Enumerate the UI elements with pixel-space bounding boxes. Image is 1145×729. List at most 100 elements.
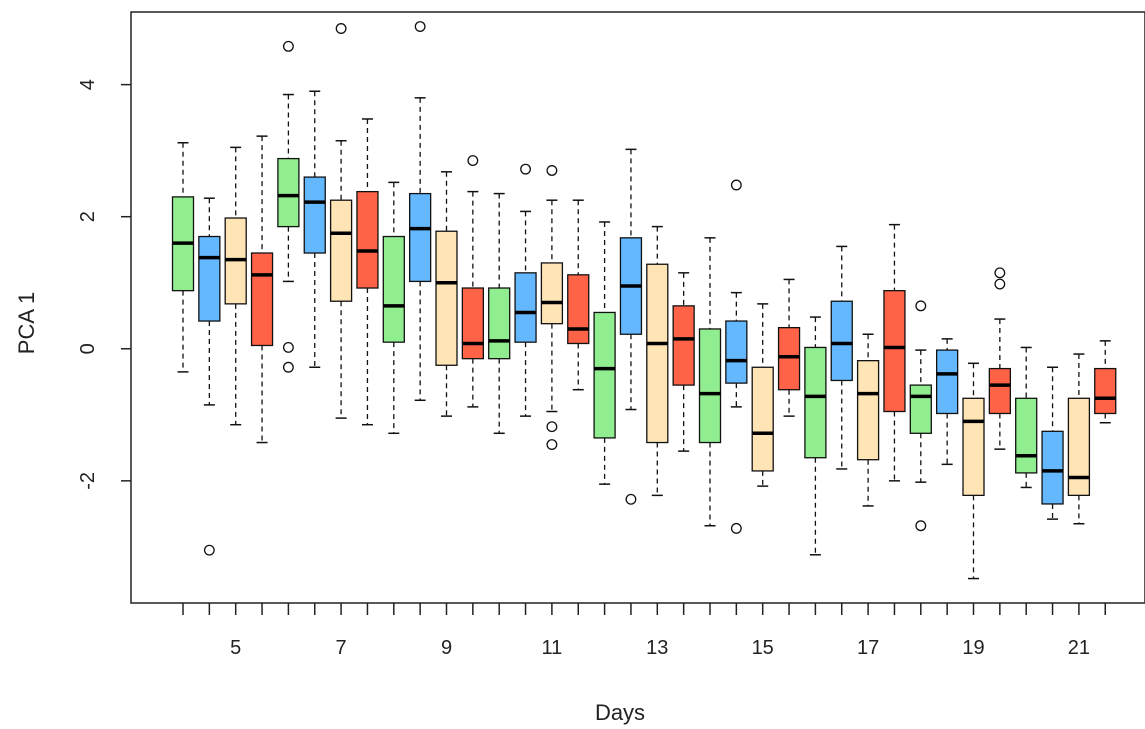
outlier-point (915, 520, 927, 532)
box-35 (1067, 353, 1091, 525)
box-27 (856, 333, 880, 507)
box-18 (619, 148, 643, 505)
y-tick-label: 4 (77, 79, 99, 90)
iqr-box (435, 230, 458, 366)
iqr-box (962, 397, 985, 497)
box-series (171, 21, 1117, 580)
iqr-box (909, 384, 932, 434)
iqr-box (883, 290, 906, 413)
iqr-box (277, 157, 300, 228)
box-11 (435, 171, 458, 417)
x-tick-label: 9 (441, 637, 452, 659)
x-tick-label: 13 (646, 637, 668, 659)
outlier-point (994, 267, 1006, 279)
box-21 (698, 237, 722, 527)
iqr-box (751, 366, 774, 472)
box-20 (672, 272, 695, 452)
box-9 (382, 181, 405, 435)
box-30 (936, 338, 959, 466)
box-8 (356, 118, 379, 426)
y-axis-label: PCA 1 (14, 292, 39, 354)
box-31 (962, 362, 985, 580)
iqr-box (329, 199, 353, 302)
box-16 (567, 199, 590, 391)
outlier-point (414, 21, 426, 32)
box-22 (725, 179, 748, 534)
box-7 (329, 23, 353, 419)
iqr-box (303, 176, 326, 254)
box-15 (540, 165, 564, 450)
box-32 (988, 267, 1011, 450)
iqr-box (988, 367, 1011, 415)
box-36 (1094, 340, 1117, 424)
iqr-box (856, 360, 880, 461)
outlier-point (520, 163, 532, 175)
x-tick-label: 17 (857, 637, 879, 659)
y-tick-label: 0 (77, 343, 99, 354)
box-34 (1041, 366, 1064, 520)
box-10 (408, 21, 432, 402)
iqr-box (830, 300, 853, 382)
iqr-box (777, 326, 801, 391)
outlier-point (335, 23, 347, 34)
box-6 (303, 90, 326, 369)
outlier-point (625, 493, 637, 505)
box-12 (461, 155, 485, 408)
iqr-box (461, 287, 485, 360)
box-26 (830, 245, 853, 470)
box-2 (198, 197, 221, 556)
box-14 (514, 163, 537, 417)
iqr-box (1015, 397, 1038, 474)
box-17 (593, 221, 616, 485)
box-24 (777, 278, 801, 417)
iqr-box (646, 263, 669, 444)
outlier-point (994, 278, 1006, 290)
outlier-point (467, 155, 479, 167)
iqr-box (936, 349, 959, 415)
x-tick-label: 7 (336, 637, 347, 659)
x-axis: 5 7 9 11 13 15 17 19 21 (182, 603, 1106, 659)
box-3 (224, 146, 247, 426)
box-1 (171, 141, 195, 373)
x-tick-label: 5 (230, 637, 241, 659)
outlier-point (915, 300, 927, 312)
box-25 (804, 316, 827, 556)
iqr-box (698, 328, 722, 444)
iqr-box (725, 320, 748, 384)
outlier-point (546, 439, 558, 450)
iqr-box (408, 192, 432, 283)
plot-frame (130, 11, 1145, 604)
outlier-point (730, 179, 742, 191)
y-tick-label: 2 (77, 211, 99, 222)
box-33 (1015, 346, 1038, 489)
outlier-point (546, 165, 558, 176)
outlier-point (282, 342, 294, 353)
iqr-box (488, 287, 511, 360)
iqr-box (540, 262, 564, 325)
iqr-box (382, 235, 405, 343)
box-29 (909, 300, 932, 532)
iqr-box (1094, 367, 1117, 415)
iqr-box (356, 190, 379, 289)
x-tick-label: 19 (962, 637, 984, 659)
box-28 (883, 223, 906, 482)
outlier-point (282, 361, 294, 373)
outlier-point (546, 421, 558, 433)
iqr-box (567, 274, 590, 345)
x-axis-label: Days (595, 700, 645, 725)
y-axis: -2 0 2 4 (77, 79, 131, 490)
box-23 (751, 303, 774, 487)
y-tick-label: -2 (77, 472, 99, 490)
iqr-box (672, 305, 695, 386)
outlier-point (730, 522, 742, 534)
x-tick-label: 15 (752, 637, 774, 659)
iqr-box (1067, 397, 1091, 497)
iqr-box (593, 311, 616, 439)
box-19 (646, 225, 669, 497)
outlier-point (203, 544, 215, 556)
iqr-box (1041, 430, 1064, 505)
outlier-point (282, 40, 294, 52)
x-tick-label: 21 (1068, 637, 1090, 659)
box-4 (250, 135, 274, 444)
